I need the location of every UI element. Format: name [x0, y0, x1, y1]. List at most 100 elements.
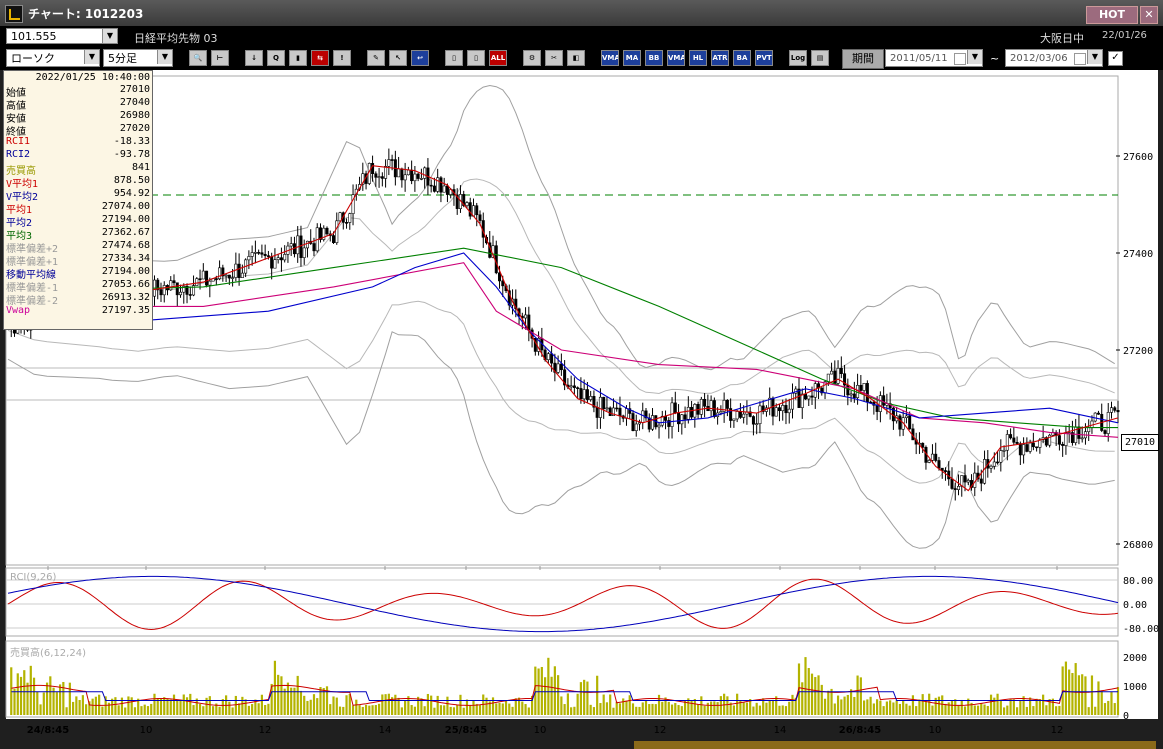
- date-from-value: 2011/05/11: [890, 53, 948, 64]
- candle-body: [774, 407, 778, 417]
- chart-type-select[interactable]: ローソク ▼: [6, 49, 100, 67]
- search-icon[interactable]: Q: [267, 50, 285, 66]
- gear-icon[interactable]: ⚙: [523, 50, 541, 66]
- close-icon[interactable]: ✕: [1140, 6, 1158, 24]
- volume-bar: [736, 693, 739, 715]
- candle-body: [169, 280, 173, 291]
- x-tick-label: 25/8:45: [445, 725, 487, 736]
- candle-body: [690, 406, 694, 418]
- candle-body: [214, 278, 218, 280]
- volume-bar: [508, 703, 511, 715]
- volume-bar: [384, 694, 387, 715]
- vma-button[interactable]: VMA: [667, 50, 685, 66]
- candle-body: [898, 415, 902, 430]
- volume-bar: [443, 705, 446, 715]
- candle-body: [1015, 441, 1019, 444]
- volume-bar: [1090, 675, 1094, 715]
- zoom-in-icon[interactable]: 🔍: [189, 50, 207, 66]
- atr-button[interactable]: ATR: [711, 50, 729, 66]
- volume-bar: [244, 699, 247, 715]
- volume-bar: [348, 693, 351, 715]
- volume-bar: [273, 660, 277, 715]
- volume-bar: [85, 704, 88, 715]
- volume-bar: [882, 706, 885, 715]
- all-button[interactable]: ALL: [489, 50, 507, 66]
- candle-body: [1087, 427, 1091, 433]
- info-value: 27334.34: [101, 253, 150, 264]
- candle-body: [992, 461, 996, 467]
- bar-chart-icon[interactable]: ▮: [289, 50, 307, 66]
- candle-body: [839, 367, 843, 375]
- volume-bar: [127, 696, 130, 715]
- chevron-down-icon[interactable]: ▼: [157, 50, 172, 64]
- candle-body: [735, 411, 739, 420]
- volume-bar: [775, 696, 778, 715]
- volume-bar: [941, 695, 944, 715]
- volume-bar: [296, 675, 299, 715]
- vma-icon[interactable]: VMA: [601, 50, 619, 66]
- volume-bar: [211, 706, 215, 715]
- calendar-icon[interactable]: [954, 53, 966, 65]
- date-from-input[interactable]: 2011/05/11 ▼: [885, 49, 983, 67]
- candle-body: [563, 369, 567, 386]
- volume-bar: [91, 698, 94, 715]
- chevron-down-icon[interactable]: ▼: [1087, 50, 1102, 64]
- period-checkbox[interactable]: ✓: [1108, 51, 1123, 66]
- candle-body: [182, 285, 186, 293]
- volume-bar: [661, 701, 664, 715]
- info-value: 841: [131, 162, 150, 173]
- volume-bar: [791, 694, 794, 715]
- hot-button[interactable]: HOT: [1086, 6, 1138, 24]
- volume-bar: [889, 700, 892, 715]
- volume-bar: [404, 700, 407, 715]
- volume-bar: [488, 701, 491, 715]
- interval-select[interactable]: 5分足 ▼: [103, 49, 173, 67]
- chevron-down-icon[interactable]: ▼: [102, 29, 117, 43]
- undo-icon[interactable]: ↩: [411, 50, 429, 66]
- candle-body: [156, 279, 160, 290]
- volume-bar: [840, 699, 843, 715]
- candle-body: [950, 478, 954, 489]
- arrows-icon[interactable]: ⇆: [311, 50, 329, 66]
- color-icon[interactable]: ◧: [567, 50, 585, 66]
- date-to-value: 2012/03/06: [1010, 53, 1068, 64]
- pointer-icon[interactable]: ↖: [389, 50, 407, 66]
- volume-bar: [745, 702, 749, 715]
- candle-body: [442, 185, 446, 193]
- volume-bar: [117, 705, 120, 715]
- calendar-icon[interactable]: [1074, 53, 1086, 65]
- candle-body: [279, 257, 283, 261]
- volume-bar: [703, 705, 706, 715]
- export-icon[interactable]: ▤: [811, 50, 829, 66]
- volume-bar: [631, 703, 635, 715]
- hl-button[interactable]: HL: [689, 50, 707, 66]
- volume-bar: [65, 707, 68, 715]
- date-to-input[interactable]: 2012/03/06 ▼: [1005, 49, 1103, 67]
- info-value: 27474.68: [101, 240, 150, 251]
- scroll-tab[interactable]: [634, 741, 1156, 749]
- volume-bar: [228, 701, 231, 715]
- pen-icon[interactable]: ✎: [367, 50, 385, 66]
- candle-body: [999, 450, 1003, 463]
- volume-bar: [846, 694, 849, 715]
- crosshair-icon[interactable]: ⊢: [211, 50, 229, 66]
- volume-bar: [358, 705, 361, 715]
- period-button[interactable]: 期間: [842, 49, 884, 69]
- warning-icon[interactable]: !: [333, 50, 351, 66]
- volume-bar: [876, 699, 879, 715]
- pvt-button[interactable]: PVT: [755, 50, 773, 66]
- volume-bar: [1042, 694, 1045, 715]
- ba-icon[interactable]: BA: [733, 50, 751, 66]
- download-icon[interactable]: ↓: [245, 50, 263, 66]
- ma-button[interactable]: MA: [623, 50, 641, 66]
- wrench-icon[interactable]: ✂: [545, 50, 563, 66]
- chevron-down-icon[interactable]: ▼: [967, 50, 982, 64]
- candle-remove-icon[interactable]: ▯: [467, 50, 485, 66]
- bb-button[interactable]: BB: [645, 50, 663, 66]
- candle-add-icon[interactable]: ▯: [445, 50, 463, 66]
- chevron-down-icon[interactable]: ▼: [84, 50, 99, 64]
- code-input[interactable]: 101.555 ▼: [6, 28, 118, 44]
- log-button[interactable]: Log: [789, 50, 807, 66]
- candle-body: [582, 389, 586, 400]
